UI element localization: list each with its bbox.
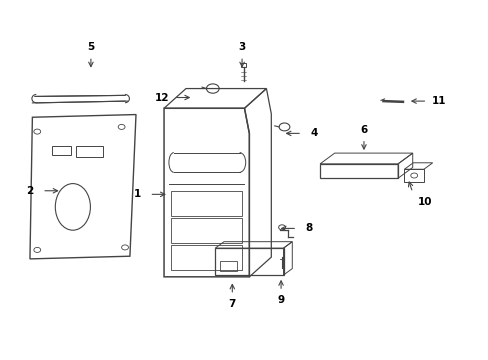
Bar <box>240 63 246 67</box>
Text: 2: 2 <box>26 186 34 196</box>
Text: 7: 7 <box>228 299 236 309</box>
Text: 9: 9 <box>277 295 284 305</box>
Bar <box>52 146 71 155</box>
Bar <box>171 191 242 216</box>
Text: 12: 12 <box>154 93 168 103</box>
Text: 11: 11 <box>431 96 446 106</box>
Text: 4: 4 <box>310 129 317 138</box>
Bar <box>220 261 237 271</box>
Text: 10: 10 <box>417 197 431 207</box>
Text: 6: 6 <box>360 125 367 135</box>
Bar <box>171 218 242 243</box>
Text: 1: 1 <box>133 189 141 199</box>
Text: 3: 3 <box>238 42 245 52</box>
Bar <box>76 146 103 157</box>
Text: 8: 8 <box>305 224 312 233</box>
Bar <box>171 245 242 270</box>
Text: 5: 5 <box>87 42 94 52</box>
